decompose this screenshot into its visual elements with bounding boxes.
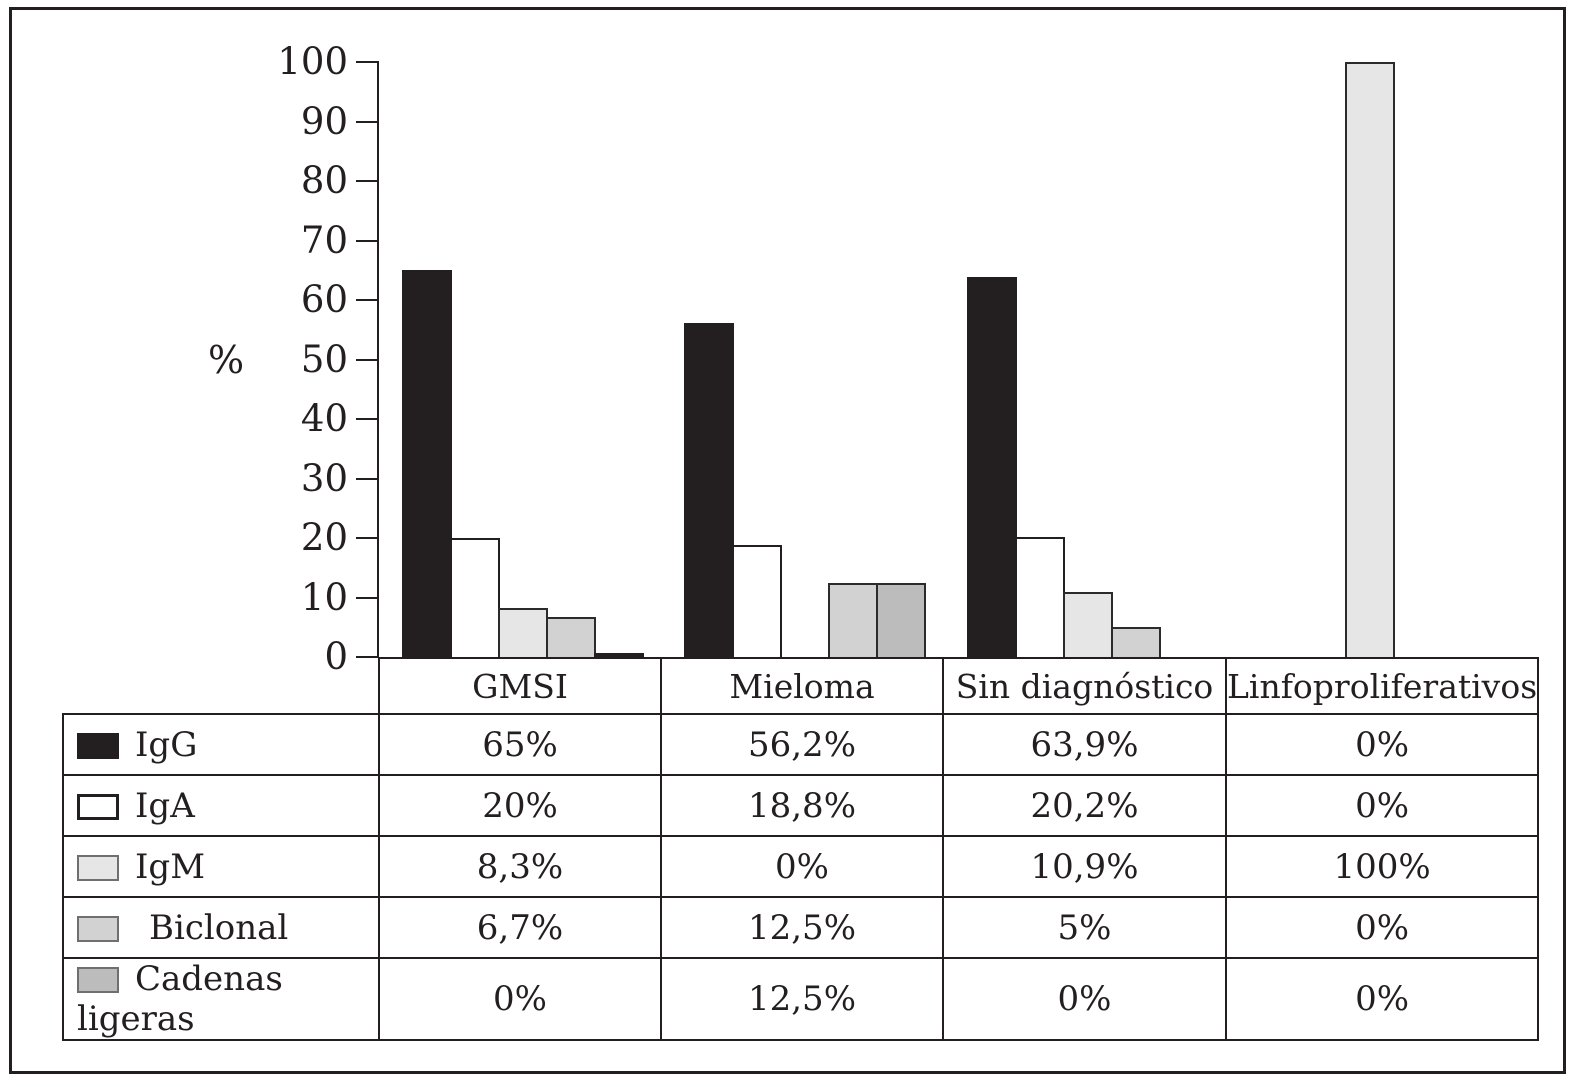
legend-label: IgG: [135, 724, 198, 765]
bar-biclonal-sin-diagnóstico: [1111, 627, 1161, 657]
y-axis-tick: [356, 596, 379, 599]
legend-label: IgA: [135, 785, 195, 826]
value-cell: 0%: [660, 835, 944, 898]
table-row: Cadenas ligeras 0% 12,5% 0% 0%: [62, 957, 1540, 1041]
legend-swatch-icon: [77, 732, 119, 759]
y-axis-tick: [356, 239, 379, 242]
value-cell: 20%: [378, 774, 662, 837]
legend-swatch-icon: [77, 854, 119, 881]
y-axis-tick: [356, 180, 379, 182]
y-axis-title: %: [207, 338, 245, 382]
value-cell: 0%: [1224, 896, 1540, 959]
figure-border: [9, 7, 1566, 1074]
bar-cadenas-ligeras-mieloma: [876, 583, 926, 657]
y-tick-label: 60: [300, 278, 348, 321]
y-tick-label: 10: [300, 575, 348, 619]
y-tick-label: 40: [300, 397, 348, 440]
value-cell: 18,8%: [660, 774, 944, 837]
y-axis-tick: [356, 656, 379, 658]
y-tick-label: 50: [300, 337, 348, 381]
value-cell: 56,2%: [660, 713, 944, 776]
value-cell: 0%: [1224, 957, 1540, 1041]
y-axis-tick: [356, 418, 379, 420]
bar-igg-gmsi: [402, 270, 452, 657]
data-table: GMSI Mieloma Sin diagnóstico Linfoprolifera…: [62, 657, 1540, 1041]
bar-igm-sin-diagnóstico: [1063, 592, 1113, 657]
y-axis-tick: [356, 537, 379, 539]
value-cell: 12,5%: [660, 896, 944, 959]
value-cell: 5%: [942, 896, 1227, 959]
y-tick-label: 70: [300, 218, 348, 262]
legend-cell: Biclonal: [62, 896, 380, 959]
y-axis-tick: [356, 358, 379, 361]
bar-igm-gmsi: [498, 608, 548, 657]
chart-plot-area: [378, 62, 1507, 657]
value-cell: 10,9%: [942, 835, 1227, 898]
bar-igg-sin-diagnóstico: [967, 277, 1017, 657]
value-cell: 8,3%: [378, 835, 662, 898]
category-header-cell: GMSI: [378, 657, 662, 715]
legend-label: IgM: [135, 846, 206, 887]
legend-cell: IgM: [62, 835, 380, 898]
table-row: IgG 65% 56,2% 63,9% 0%: [62, 713, 1540, 776]
y-tick-label: 30: [300, 456, 348, 500]
legend-cell: Cadenas ligeras: [62, 957, 380, 1041]
legend-swatch-icon: [77, 793, 119, 820]
bar-igm-linfoproliferativos: [1345, 62, 1395, 657]
legend-cell: IgG: [62, 713, 380, 776]
y-tick-label: 0: [324, 635, 348, 678]
value-cell: 65%: [378, 713, 662, 776]
value-cell: 0%: [1224, 774, 1540, 837]
bar-iga-mieloma: [732, 545, 782, 657]
legend-swatch-icon: [77, 915, 119, 942]
value-cell: 100%: [1224, 835, 1540, 898]
value-cell: 0%: [942, 957, 1227, 1041]
legend-swatch-icon: [77, 967, 119, 993]
y-axis-tick: [356, 120, 379, 123]
value-cell: 0%: [1224, 713, 1540, 776]
legend-label: Cadenas ligeras: [77, 959, 283, 1039]
value-cell: 20,2%: [942, 774, 1227, 837]
y-axis-tick: [356, 299, 379, 301]
category-header-cell: Linfoproliferativos: [1224, 657, 1540, 715]
y-axis-tick: [356, 61, 379, 63]
y-tick-label: 80: [300, 159, 348, 202]
value-cell: 63,9%: [942, 713, 1227, 776]
value-cell: 6,7%: [378, 896, 662, 959]
y-tick-label: 100: [277, 40, 348, 83]
table-ghost-cell: [63, 658, 379, 714]
bar-biclonal-mieloma: [828, 583, 878, 657]
table-row: Biclonal 6,7% 12,5% 5% 0%: [62, 896, 1540, 959]
y-tick-label: 20: [300, 516, 348, 559]
bar-biclonal-gmsi: [546, 617, 596, 657]
bar-iga-gmsi: [450, 538, 500, 657]
y-tick-label: 90: [300, 99, 348, 143]
y-axis-tick: [356, 477, 379, 480]
bar-cadenas-ligeras-gmsi: [594, 653, 644, 657]
table-row: IgA 20% 18,8% 20,2% 0%: [62, 774, 1540, 837]
category-header-cell: Sin diagnóstico: [942, 657, 1227, 715]
bar-iga-sin-diagnóstico: [1015, 537, 1065, 657]
value-cell: 0%: [378, 957, 662, 1041]
legend-label: Biclonal: [149, 907, 289, 948]
value-cell: 12,5%: [660, 957, 944, 1041]
table-row: IgM 8,3% 0% 10,9% 100%: [62, 835, 1540, 898]
category-header-cell: Mieloma: [660, 657, 944, 715]
legend-cell: IgA: [62, 774, 380, 837]
bar-igg-mieloma: [684, 323, 734, 657]
